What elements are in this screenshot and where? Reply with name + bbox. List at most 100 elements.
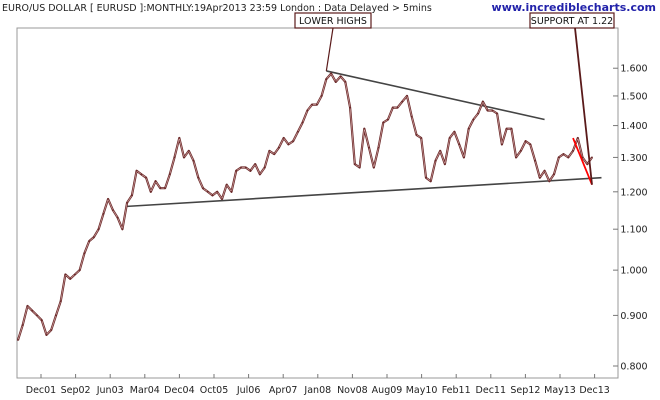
data-point [534,159,536,162]
x-tick-label: Oct05 [200,385,229,396]
price-line-highlight [17,73,593,341]
annotation-label: LOWER HIGHS [299,16,367,27]
data-point [387,118,389,121]
data-point [59,300,62,303]
data-point [382,121,385,124]
x-tick-label: Nov08 [337,385,368,396]
data-point [562,153,565,156]
data-point [40,319,43,322]
x-tick-label: Dec04 [164,385,194,396]
x-tick-label: May13 [544,385,576,396]
data-point [263,166,266,169]
data-point [425,176,427,179]
data-point [292,140,294,143]
data-point [429,180,432,183]
data-point [401,100,404,103]
data-point [240,166,242,169]
data-point [88,240,91,243]
data-point [529,143,532,146]
annotation-box [529,12,615,29]
y-axis: 1.600 1.500 1.400 1.300 1.200 1.100 1.000 0.900… [613,64,648,373]
y-tick-label: 0.800 [620,362,647,373]
data-point [567,156,570,159]
data-point [572,150,574,152]
data-point [211,194,214,197]
chart-title: EURO/US DOLLAR [ EURUSD ]:MONTHLY:19Apr2… [2,3,432,14]
data-point [458,143,461,146]
data-point [74,273,76,276]
x-tick-label: Dec11 [476,385,506,396]
data-point [140,173,143,176]
data-point [268,150,271,152]
data-point [410,115,413,118]
lower-highs-trendline [326,70,545,121]
data-point [254,163,257,166]
data-point [145,176,148,179]
data-point [202,187,204,190]
y-tick-label: 1.400 [620,121,647,132]
annotations: LOWER HIGHS SUPPORT AT 1.22 [294,12,615,185]
annotation-lower-highs: LOWER HIGHS [294,12,372,72]
data-point [510,127,513,130]
data-point [178,137,181,139]
data-point [553,173,555,176]
data-point [135,169,138,172]
data-point [112,209,114,212]
data-point [216,190,219,193]
data-point [406,95,408,97]
data-point [396,106,399,109]
data-point [36,314,38,317]
data-point [515,156,517,159]
data-point [358,166,361,169]
data-point [524,140,527,143]
annotation-box [294,12,372,29]
y-tick-label: 1.100 [620,225,647,236]
data-point [21,324,24,326]
data-point [173,156,176,159]
data-point [107,198,109,200]
data-point [439,150,442,152]
data-point [78,269,81,271]
data-point [472,118,475,121]
data-point [244,166,247,169]
data-point [206,190,209,193]
data-point [249,169,252,172]
data-point [538,176,541,179]
data-point [45,334,48,336]
data-point [448,137,451,139]
x-tick-label: Dec01 [26,385,56,396]
data-point [164,187,167,190]
data-point [55,314,57,317]
annotation-label: SUPPORT AT 1.22 [531,16,613,27]
y-tick-label: 1.500 [620,91,647,102]
data-point [505,127,508,130]
data-point [301,121,304,124]
website-watermark: www.incrediblecharts.com [492,1,656,14]
data-point [477,112,479,115]
y-tick-label: 1.300 [620,153,647,164]
data-point [519,150,522,152]
data-point [548,180,551,183]
data-point [339,75,342,78]
data-point [93,236,95,239]
y-tick-label: 1.000 [620,266,647,277]
x-tick-label: Apr07 [269,385,298,396]
data-point [159,187,162,190]
data-point [17,339,19,341]
data-point [102,212,105,215]
data-point [97,228,100,231]
data-point [463,156,465,159]
data-point [83,252,86,255]
data-point [297,130,299,133]
data-point [325,78,328,80]
data-point [183,156,185,159]
data-point [586,163,589,166]
data-point [121,228,124,231]
data-point [116,216,119,219]
data-point [420,137,423,139]
y-tick-label: 0.900 [620,311,647,322]
series-eurusd [16,72,593,341]
data-point [154,180,157,183]
data-point [316,103,318,106]
data-point [26,305,29,307]
